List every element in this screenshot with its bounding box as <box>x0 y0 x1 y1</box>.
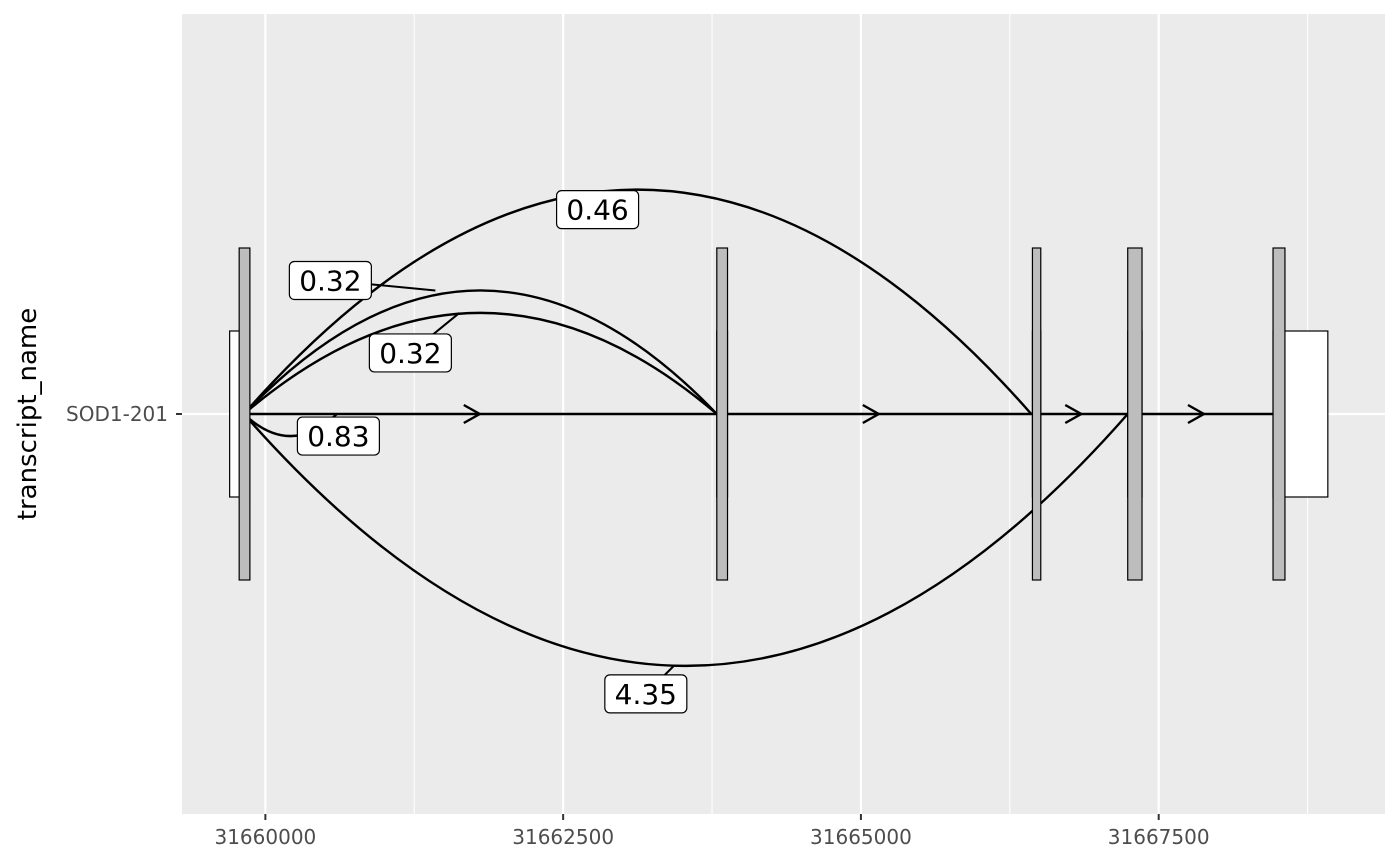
y-axis-title: transcript_name <box>13 308 43 520</box>
junction-curve <box>243 311 718 415</box>
junction-curve <box>243 413 1129 667</box>
exon-cds <box>716 247 729 581</box>
exon-cds <box>1127 247 1143 581</box>
exon-cds <box>1272 247 1286 581</box>
exon-cds <box>238 247 251 581</box>
x-tick-label: 31665000 <box>810 825 912 849</box>
transcripts <box>229 247 1329 581</box>
junction-label: 0.32 <box>299 264 361 297</box>
x-tick-label: 31667500 <box>1108 825 1210 849</box>
junction-label: 0.83 <box>307 420 369 453</box>
junction-label-box <box>368 333 452 373</box>
strand-arrow <box>862 403 882 425</box>
junction-label-box <box>604 674 688 714</box>
x-tick-label: 31662500 <box>512 825 614 849</box>
strand-arrow <box>1064 403 1084 425</box>
y-tick-label: SOD1-201 <box>66 402 168 426</box>
junction-label: 0.46 <box>566 194 628 227</box>
exon-cds <box>1031 247 1042 581</box>
transcript-SOD1-201 <box>229 247 1329 581</box>
junction-label: 4.35 <box>615 678 677 711</box>
strand-arrow <box>1187 403 1207 425</box>
junction-curves <box>243 188 1129 667</box>
junction-label-box <box>555 190 640 230</box>
strand-arrow <box>463 403 483 425</box>
junction-label: 0.32 <box>379 337 441 370</box>
y-axis: SOD1-201 <box>66 402 182 426</box>
x-tick-label: 31660000 <box>214 825 316 849</box>
junction-labels: 0.46 0.32 0.32 0.83 4.35 <box>288 188 688 714</box>
junction-label-box <box>288 260 372 301</box>
x-axis: 31660000 31662500 31665000 31667500 <box>214 814 1210 849</box>
junction-curve <box>243 188 1033 415</box>
junction-label-box <box>296 416 380 456</box>
junction-curve <box>243 289 718 415</box>
